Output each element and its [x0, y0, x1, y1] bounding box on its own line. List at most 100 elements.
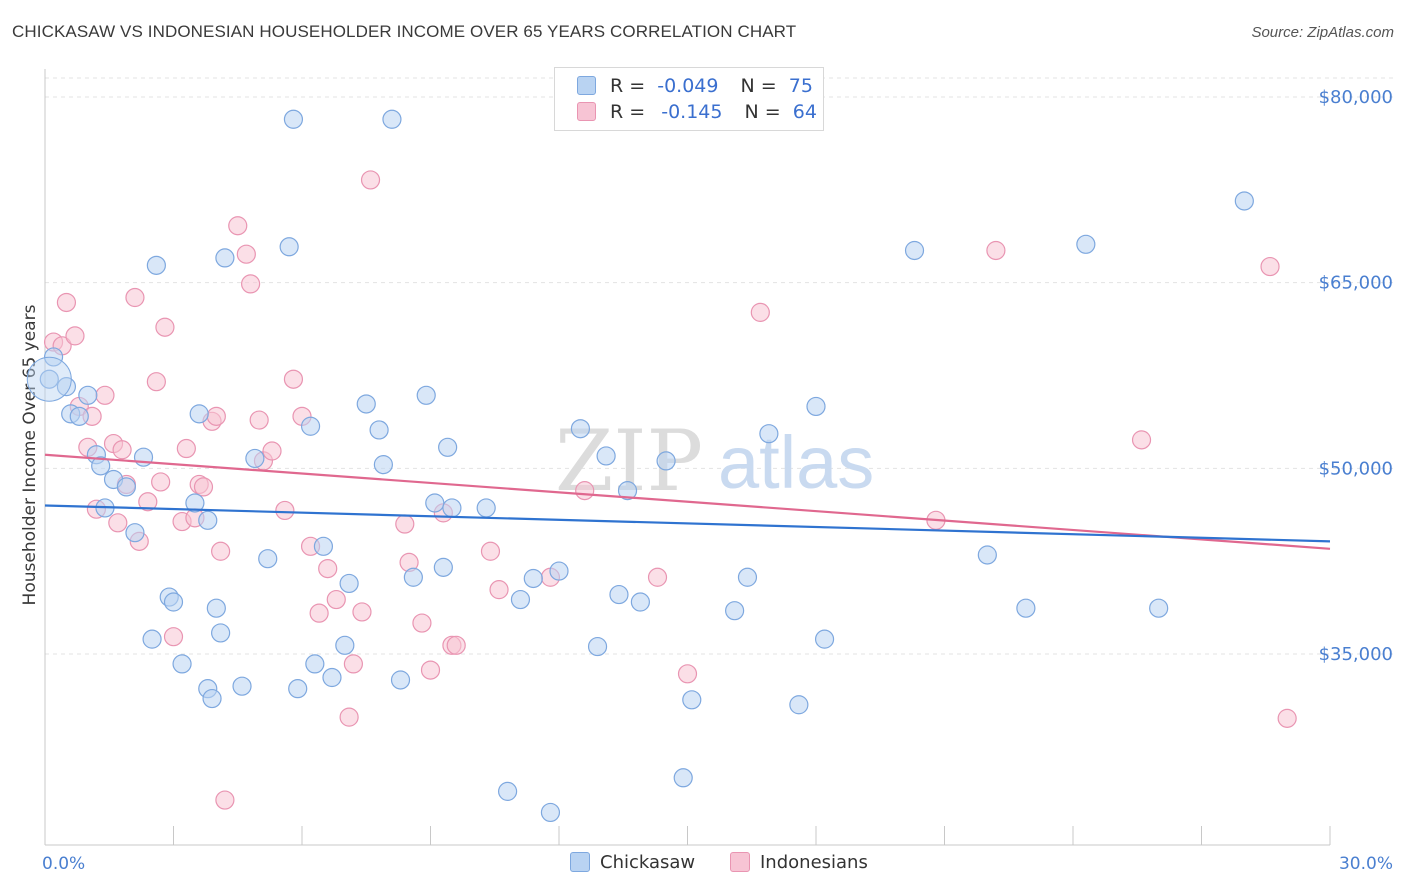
chickasaw-point: [549, 561, 569, 581]
chickasaw-point: [373, 455, 393, 475]
chickasaw-point: [630, 592, 650, 612]
n-label: N =: [740, 75, 777, 97]
indonesians-point: [155, 317, 175, 337]
y-axis-label: Householder Income Over 65 years: [20, 304, 40, 605]
indonesians-point: [343, 654, 363, 674]
y-tick-labels: $35,000 $50,000 $65,000 $80,000: [1319, 87, 1393, 665]
n-value: 75: [788, 75, 813, 97]
indonesians-point: [986, 240, 1006, 261]
chart-title: CHICKASAW VS INDONESIAN HOUSEHOLDER INCO…: [12, 22, 797, 41]
indonesians-point: [215, 790, 235, 810]
chickasaw-point: [789, 695, 809, 715]
chickasaw-point: [425, 493, 445, 513]
chickasaw-point: [356, 394, 376, 414]
indonesians-point: [262, 441, 282, 461]
chickasaw-trend-line: [44, 504, 1331, 543]
indonesians-point: [647, 567, 668, 587]
chickasaw-point: [904, 240, 925, 261]
r-value: -0.049: [657, 75, 719, 97]
indonesians-point: [480, 541, 501, 561]
chickasaw-point: [283, 109, 304, 129]
stats-legend-row-indonesians: R = -0.145 N = 64: [577, 101, 817, 127]
r-label: R =: [610, 75, 646, 97]
chickasaw-point: [163, 592, 184, 612]
indonesians-point: [249, 410, 269, 430]
chickasaw-points: [26, 109, 1254, 823]
stats-legend-row-chickasaw: R = -0.049 N = 75: [577, 75, 813, 101]
indonesians-point: [138, 492, 158, 512]
y-tick-label: $80,000: [1319, 87, 1393, 108]
indonesians-point: [318, 558, 338, 579]
chickasaw-point: [570, 419, 591, 439]
x-tick-label-max: 30.0%: [1339, 854, 1393, 874]
indonesians-point: [56, 292, 77, 313]
legend-item-chickasaw[interactable]: Chickasaw: [570, 852, 695, 873]
indonesians-point: [112, 440, 132, 460]
chickasaw-point: [523, 568, 543, 589]
chickasaw-point: [382, 109, 402, 129]
chickasaw-point-cluster: [26, 356, 72, 402]
r-value: -0.145: [661, 101, 723, 123]
indonesians-point: [395, 514, 415, 534]
chickasaw-point: [476, 498, 496, 518]
indonesians-point: [326, 589, 346, 610]
chickasaw-point: [369, 420, 389, 440]
chickasaw-point: [1149, 598, 1169, 618]
chickasaw-point: [759, 424, 779, 444]
chickasaw-point: [806, 396, 826, 417]
chickasaw-point: [390, 670, 411, 690]
indonesians-point: [95, 385, 115, 405]
trend-lines: [44, 453, 1331, 550]
chickasaw-point: [1234, 191, 1254, 211]
watermark-atlas: atlas: [718, 421, 874, 504]
chickasaw-point: [977, 545, 997, 565]
y-tick-label: $65,000: [1319, 273, 1393, 294]
legend-label-indonesians: Indonesians: [760, 852, 868, 873]
indonesians-point: [412, 613, 432, 633]
stats-legend: R = -0.049 N = 75 R = -0.145 N = 64: [554, 67, 824, 131]
x-tick-label-min: 0.0%: [42, 854, 85, 874]
chickasaw-point: [339, 573, 359, 594]
chickasaw-point: [39, 369, 59, 389]
indonesians-point: [1260, 256, 1280, 277]
chickasaw-point: [232, 676, 252, 696]
chickasaw-point: [211, 623, 231, 643]
chickasaw-point: [43, 347, 64, 367]
chickasaw-point: [498, 781, 518, 801]
chickasaw-point: [335, 635, 355, 655]
x-tick-marks: [44, 826, 1331, 845]
indonesians-point: [241, 274, 261, 294]
indonesians-points: [43, 170, 1297, 810]
legend-item-indonesians[interactable]: Indonesians: [730, 852, 868, 873]
chickasaw-swatch: [577, 76, 596, 95]
indonesians-point: [575, 481, 595, 501]
chickasaw-point: [172, 654, 192, 674]
chickasaw-point: [682, 690, 702, 710]
chickasaw-point: [142, 629, 162, 649]
grid-lines: [45, 77, 1393, 655]
chickasaw-point: [116, 477, 136, 497]
indonesians-point: [750, 302, 770, 322]
indonesians-point: [236, 244, 256, 264]
chickasaw-point: [725, 601, 745, 621]
chickasaw-point: [322, 667, 342, 688]
chickasaw-point: [91, 456, 111, 476]
n-value: 64: [792, 101, 817, 123]
series-legend: Chickasaw Indonesians: [0, 852, 1406, 878]
chickasaw-point: [540, 802, 561, 823]
indonesians-point: [352, 602, 372, 622]
chickasaw-point: [258, 549, 278, 569]
indonesians-swatch: [577, 102, 596, 121]
chickasaw-point: [69, 406, 89, 426]
chickasaw-point: [313, 536, 334, 556]
chickasaw-point: [1076, 234, 1096, 254]
chickasaw-point: [433, 557, 453, 577]
indonesians-trend-line: [44, 453, 1331, 550]
chickasaw-point: [442, 498, 462, 518]
n-label: N =: [744, 101, 781, 123]
chickasaw-point: [288, 679, 308, 699]
chickasaw-point: [198, 510, 218, 530]
chickasaw-point: [673, 768, 693, 788]
chickasaw-point: [78, 385, 98, 405]
chickasaw-point: [587, 636, 608, 657]
